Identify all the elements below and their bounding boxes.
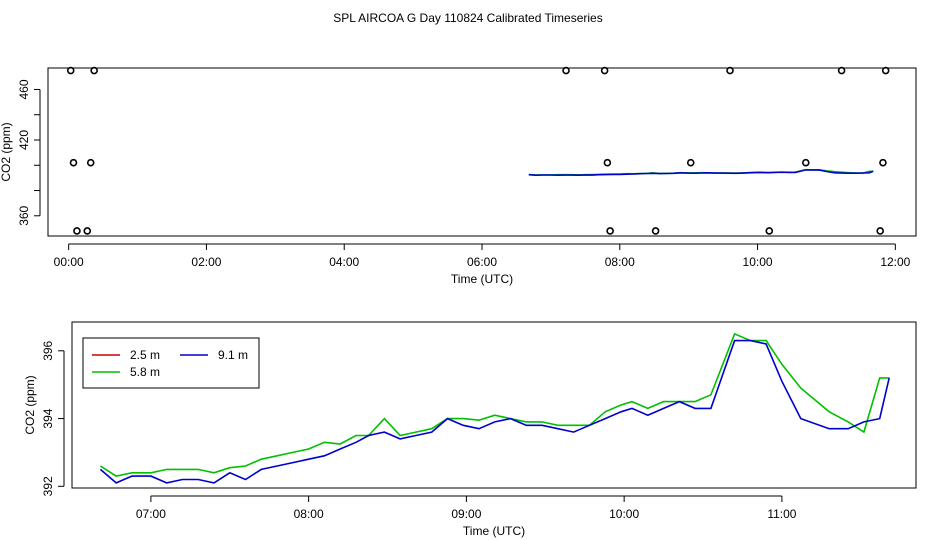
x-tick-label: 06:00 <box>467 255 497 269</box>
plot-frame <box>71 321 917 489</box>
legend: 2.5 m 9.1 m 5.8 m <box>82 337 260 389</box>
x-tick-label: 10:00 <box>609 507 639 521</box>
x-tick-label: 00:00 <box>54 255 84 269</box>
outlier-point <box>879 158 887 167</box>
x-tick-label: 09:00 <box>451 507 481 521</box>
outlier-point <box>66 66 75 75</box>
outlier-point <box>837 66 846 75</box>
y-tick-label: 460 <box>17 79 31 99</box>
x-tick-label: 12:00 <box>880 255 910 269</box>
outlier-point <box>600 66 609 75</box>
x-axis: 07:00 08:00 09:00 10:00 11:00 Time (UTC) <box>136 495 797 538</box>
y-tick-label: 420 <box>17 130 31 150</box>
y-tick-label: 394 <box>41 408 55 428</box>
y-axis: 360 420 460 CO2 (ppm) <box>0 79 41 226</box>
outlier-point <box>765 227 774 235</box>
outlier-point <box>69 158 78 167</box>
legend-label: 2.5 m <box>130 348 160 362</box>
series-lines <box>99 332 890 484</box>
y-tick-label: 392 <box>41 476 55 496</box>
outlier-points <box>66 66 890 235</box>
x-tick-label: 07:00 <box>136 507 166 521</box>
outlier-point <box>603 158 612 167</box>
x-tick-label: 04:00 <box>329 255 359 269</box>
overview-lines <box>528 168 874 177</box>
figure-title: SPL AIRCOA G Day 110824 Calibrated Times… <box>333 11 602 25</box>
x-tick-label: 11:00 <box>767 507 796 521</box>
outlier-point <box>651 227 660 235</box>
plot-frame <box>47 67 917 237</box>
x-axis: 00:00 02:00 04:00 06:00 08:00 10:00 12:00 Time … <box>54 243 911 286</box>
outlier-point <box>881 66 890 75</box>
x-tick-label: 02:00 <box>191 255 221 269</box>
y-axis: 392 394 396 CO2 (ppm) <box>23 340 65 496</box>
series-line-58m <box>99 332 890 477</box>
outlier-point <box>686 158 695 167</box>
outlier-point <box>83 227 92 235</box>
y-tick-label: 396 <box>41 340 55 360</box>
series-line-91m <box>99 339 890 484</box>
outlier-point <box>86 158 95 167</box>
outlier-point <box>562 66 570 75</box>
outlier-point <box>606 227 614 235</box>
y-tick-label: 360 <box>17 205 31 225</box>
outlier-point <box>726 66 734 75</box>
y-axis-title: CO2 (ppm) <box>23 375 37 434</box>
x-axis-title: Time (UTC) <box>451 272 513 286</box>
legend-box <box>82 337 260 389</box>
outlier-point <box>801 158 810 167</box>
x-axis-title: Time (UTC) <box>463 524 525 538</box>
y-axis-title: CO2 (ppm) <box>0 122 13 181</box>
top-panel: 00:00 02:00 04:00 06:00 08:00 10:00 12:00 Time … <box>0 66 917 286</box>
x-tick-label: 08:00 <box>605 255 635 269</box>
legend-label: 9.1 m <box>218 348 248 362</box>
x-tick-label: 08:00 <box>294 507 324 521</box>
overview-line-91m <box>528 169 874 177</box>
outlier-point <box>876 227 884 235</box>
outlier-point <box>90 66 98 75</box>
legend-label: 5.8 m <box>130 365 160 379</box>
x-tick-label: 10:00 <box>743 255 773 269</box>
outlier-point <box>73 227 81 235</box>
